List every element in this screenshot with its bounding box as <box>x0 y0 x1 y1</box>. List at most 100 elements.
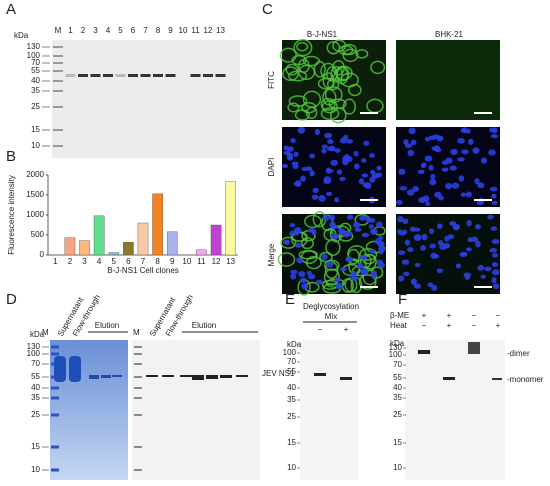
nucleus <box>284 239 290 245</box>
nucleus <box>337 227 346 235</box>
ladder-band <box>51 386 59 390</box>
marker-label: 70 <box>31 58 40 67</box>
nucleus <box>339 137 347 144</box>
y-tick-label: 500 <box>31 230 45 239</box>
nucleus <box>327 139 334 145</box>
panel-label: C <box>262 1 273 18</box>
bar <box>152 193 163 256</box>
ladder-band <box>134 414 142 416</box>
nucleus <box>339 176 346 182</box>
nucleus <box>342 158 349 166</box>
nucleus <box>344 230 353 237</box>
x-tick-label: 13 <box>226 257 235 266</box>
treatment: Deglycosylation <box>303 302 359 311</box>
nucleus <box>402 271 410 277</box>
ladder-band <box>53 80 63 82</box>
nucleus <box>425 201 431 206</box>
marker-label: 100 <box>283 348 297 357</box>
y-axis-label: Fluorescence intensity <box>7 175 16 255</box>
marker-label: 55 <box>31 372 40 381</box>
sign: + <box>344 325 349 334</box>
band <box>418 350 430 354</box>
band-label: JEV NS1 <box>262 369 295 378</box>
nucleus <box>491 276 497 284</box>
cell <box>322 88 337 106</box>
cell <box>298 249 318 260</box>
nucleus <box>368 224 374 229</box>
lane-label: 7 <box>143 26 148 35</box>
nucleus <box>474 224 481 230</box>
nucleus <box>480 274 486 279</box>
nucleus <box>364 182 372 189</box>
band <box>78 74 88 77</box>
nucleus <box>369 249 376 254</box>
sign: + <box>447 311 452 320</box>
nucleus <box>315 279 323 285</box>
nucleus <box>436 223 443 229</box>
nucleus <box>297 126 306 134</box>
marker-label: 25 <box>31 410 40 419</box>
cell <box>301 101 317 114</box>
panel-label: B <box>6 148 16 165</box>
nucleus <box>428 228 435 234</box>
nucleus <box>354 227 362 232</box>
cell <box>364 253 377 270</box>
nucleus <box>359 215 367 221</box>
nucleus <box>395 200 403 205</box>
marker-label: 40 <box>31 383 40 392</box>
nucleus <box>358 178 365 185</box>
marker-label: 35 <box>31 86 40 95</box>
kda-label: kDa <box>287 340 302 349</box>
ladder-band <box>51 396 59 400</box>
lane-label: 9 <box>168 26 173 35</box>
band <box>314 373 326 376</box>
band <box>90 74 101 77</box>
lane-label: 13 <box>216 26 225 35</box>
nucleus <box>420 163 426 168</box>
lane-label: 12 <box>204 26 213 35</box>
nucleus <box>432 253 440 259</box>
nucleus <box>457 138 465 144</box>
lane-label: 6 <box>131 26 136 35</box>
band <box>162 375 174 377</box>
nucleus <box>281 164 289 169</box>
nucleus <box>465 191 472 198</box>
cell <box>355 49 369 59</box>
nucleus <box>300 175 306 182</box>
micrograph <box>282 127 386 207</box>
nucleus <box>484 266 492 272</box>
nucleus <box>491 193 497 199</box>
smear <box>54 356 66 382</box>
nucleus <box>371 270 377 276</box>
marker-label: 100 <box>27 51 41 60</box>
nucleus <box>376 165 382 171</box>
nucleus <box>322 214 330 222</box>
lane-label: 10 <box>179 26 188 35</box>
nucleus <box>404 143 413 148</box>
marker-label: 15 <box>287 438 296 447</box>
marker-label: 35 <box>393 393 402 402</box>
sign: − <box>472 321 477 330</box>
nucleus <box>427 282 434 288</box>
nucleus <box>413 283 421 289</box>
lane-label: 4 <box>106 26 111 35</box>
nucleus <box>336 169 343 175</box>
marker-label: 15 <box>31 442 40 451</box>
nucleus <box>490 134 499 139</box>
nucleus <box>407 247 414 253</box>
band <box>101 375 111 378</box>
marker-label: 100 <box>389 350 403 359</box>
nucleus <box>428 135 436 141</box>
column-header: B-J-NS1 <box>307 30 338 39</box>
nucleus <box>292 164 299 170</box>
ladder-band <box>134 346 142 348</box>
bar <box>64 237 76 256</box>
nucleus <box>314 128 320 136</box>
column-header: BHK-21 <box>435 30 464 39</box>
lane-label: 8 <box>156 26 161 35</box>
sign: − <box>496 311 501 320</box>
row-header: FITC <box>267 71 276 89</box>
nucleus <box>376 221 383 229</box>
nucleus <box>492 127 498 134</box>
bar <box>79 240 90 256</box>
